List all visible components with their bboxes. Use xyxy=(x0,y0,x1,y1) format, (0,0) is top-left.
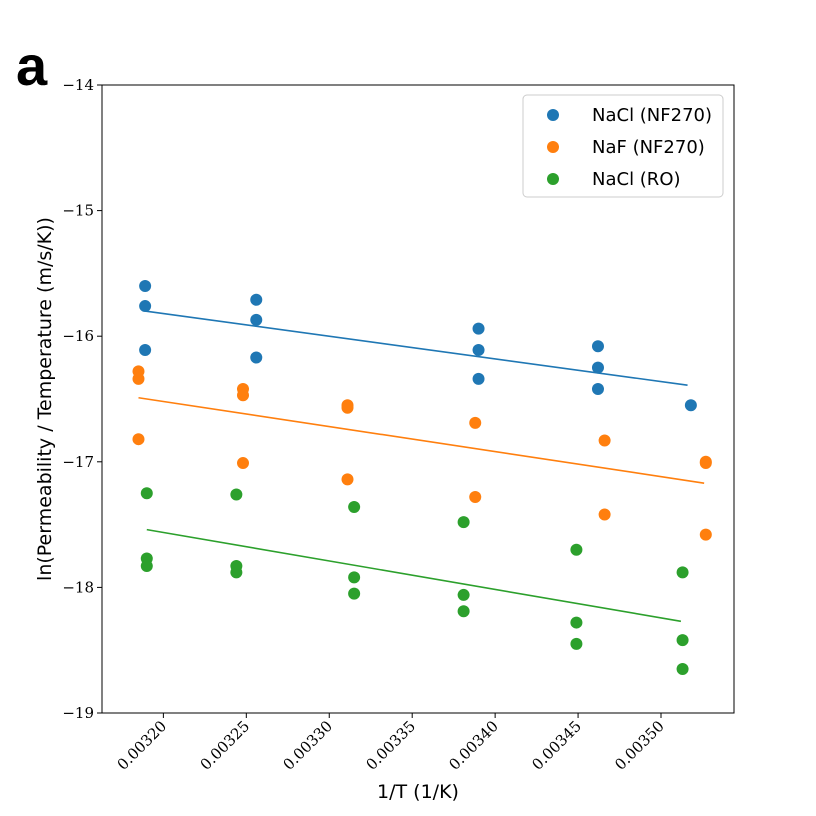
legend-marker xyxy=(547,173,559,185)
legend-entry-label: NaCl (RO) xyxy=(592,169,681,190)
legend-box xyxy=(522,94,724,198)
x-tick-label: 0.00330 xyxy=(279,717,336,774)
data-point-series-1 xyxy=(699,528,712,541)
x-tick-label: 0.00345 xyxy=(528,717,585,774)
legend-marker xyxy=(547,109,559,121)
legend-entry-label: NaF (NF270) xyxy=(592,137,705,158)
x-axis: 0.00320 0.00325 0.00330 0.00335 0.00340 0.003… xyxy=(114,713,668,774)
data-point-series-0 xyxy=(591,361,604,374)
x-tick-label: 0.00325 xyxy=(197,717,254,774)
data-point-series-2 xyxy=(570,543,583,556)
y-tick-label: −17 xyxy=(62,453,94,471)
data-point-series-1 xyxy=(132,372,145,385)
data-point-series-1 xyxy=(132,433,145,446)
y-tick-label: −18 xyxy=(62,578,94,596)
data-point-series-1 xyxy=(598,434,611,447)
data-point-series-2 xyxy=(348,587,361,600)
fit-lines xyxy=(138,310,705,623)
y-axis: −19 −18 −17 −16 −15 −14 xyxy=(62,76,102,722)
x-tick-label: 0.00320 xyxy=(114,717,171,774)
y-axis-label: ln(Permeability / Temperature (m/s/K)) xyxy=(34,217,56,581)
fit-line-series-1 xyxy=(138,396,705,484)
data-point-series-1 xyxy=(598,508,611,521)
data-point-series-2 xyxy=(230,566,243,579)
data-point-series-0 xyxy=(250,351,263,364)
y-tick-label: −19 xyxy=(62,704,94,722)
data-point-series-2 xyxy=(230,488,243,501)
fit-line-series-2 xyxy=(146,528,682,623)
panel-letter: a xyxy=(16,34,48,97)
data-point-series-2 xyxy=(140,487,153,500)
data-points xyxy=(132,279,712,676)
data-point-series-2 xyxy=(140,560,153,573)
x-tick-label: 0.00340 xyxy=(445,717,502,774)
data-point-series-1 xyxy=(469,490,482,503)
legend-entry-label: NaCl (NF270) xyxy=(592,105,712,126)
y-tick-label: −15 xyxy=(62,202,94,220)
data-point-series-0 xyxy=(591,340,604,353)
data-point-series-0 xyxy=(591,382,604,395)
data-point-series-2 xyxy=(570,616,583,629)
data-point-series-1 xyxy=(341,401,354,414)
data-point-series-2 xyxy=(348,501,361,514)
data-point-series-2 xyxy=(676,663,689,676)
x-tick-label: 0.00335 xyxy=(362,717,419,774)
data-point-series-2 xyxy=(457,516,470,529)
data-point-series-2 xyxy=(570,637,583,650)
data-point-series-2 xyxy=(348,571,361,584)
y-tick-label: −16 xyxy=(62,327,94,345)
data-point-series-0 xyxy=(250,313,263,326)
data-point-series-0 xyxy=(139,279,152,292)
data-point-series-1 xyxy=(469,416,482,429)
fit-line-series-0 xyxy=(145,310,688,386)
legend-marker xyxy=(547,141,559,153)
legend: NaCl (NF270) NaF (NF270) NaCl (RO) xyxy=(522,94,724,198)
axes-frame xyxy=(101,84,735,714)
data-point-series-0 xyxy=(250,293,263,306)
data-point-series-1 xyxy=(236,389,249,402)
data-point-series-1 xyxy=(341,473,354,486)
data-point-series-0 xyxy=(684,399,697,412)
data-point-series-1 xyxy=(236,457,249,470)
data-point-series-2 xyxy=(676,566,689,579)
data-point-series-0 xyxy=(472,372,485,385)
data-point-series-0 xyxy=(472,344,485,357)
x-tick-label: 0.00350 xyxy=(611,717,668,774)
data-point-series-2 xyxy=(457,588,470,601)
y-tick-label: −14 xyxy=(62,76,94,94)
data-point-series-0 xyxy=(472,322,485,335)
data-point-series-2 xyxy=(457,605,470,618)
data-point-series-0 xyxy=(139,344,152,357)
data-point-series-0 xyxy=(139,300,152,313)
data-point-series-1 xyxy=(699,457,712,470)
x-axis-label: 1/T (1/K) xyxy=(377,781,459,803)
data-point-series-2 xyxy=(676,634,689,647)
